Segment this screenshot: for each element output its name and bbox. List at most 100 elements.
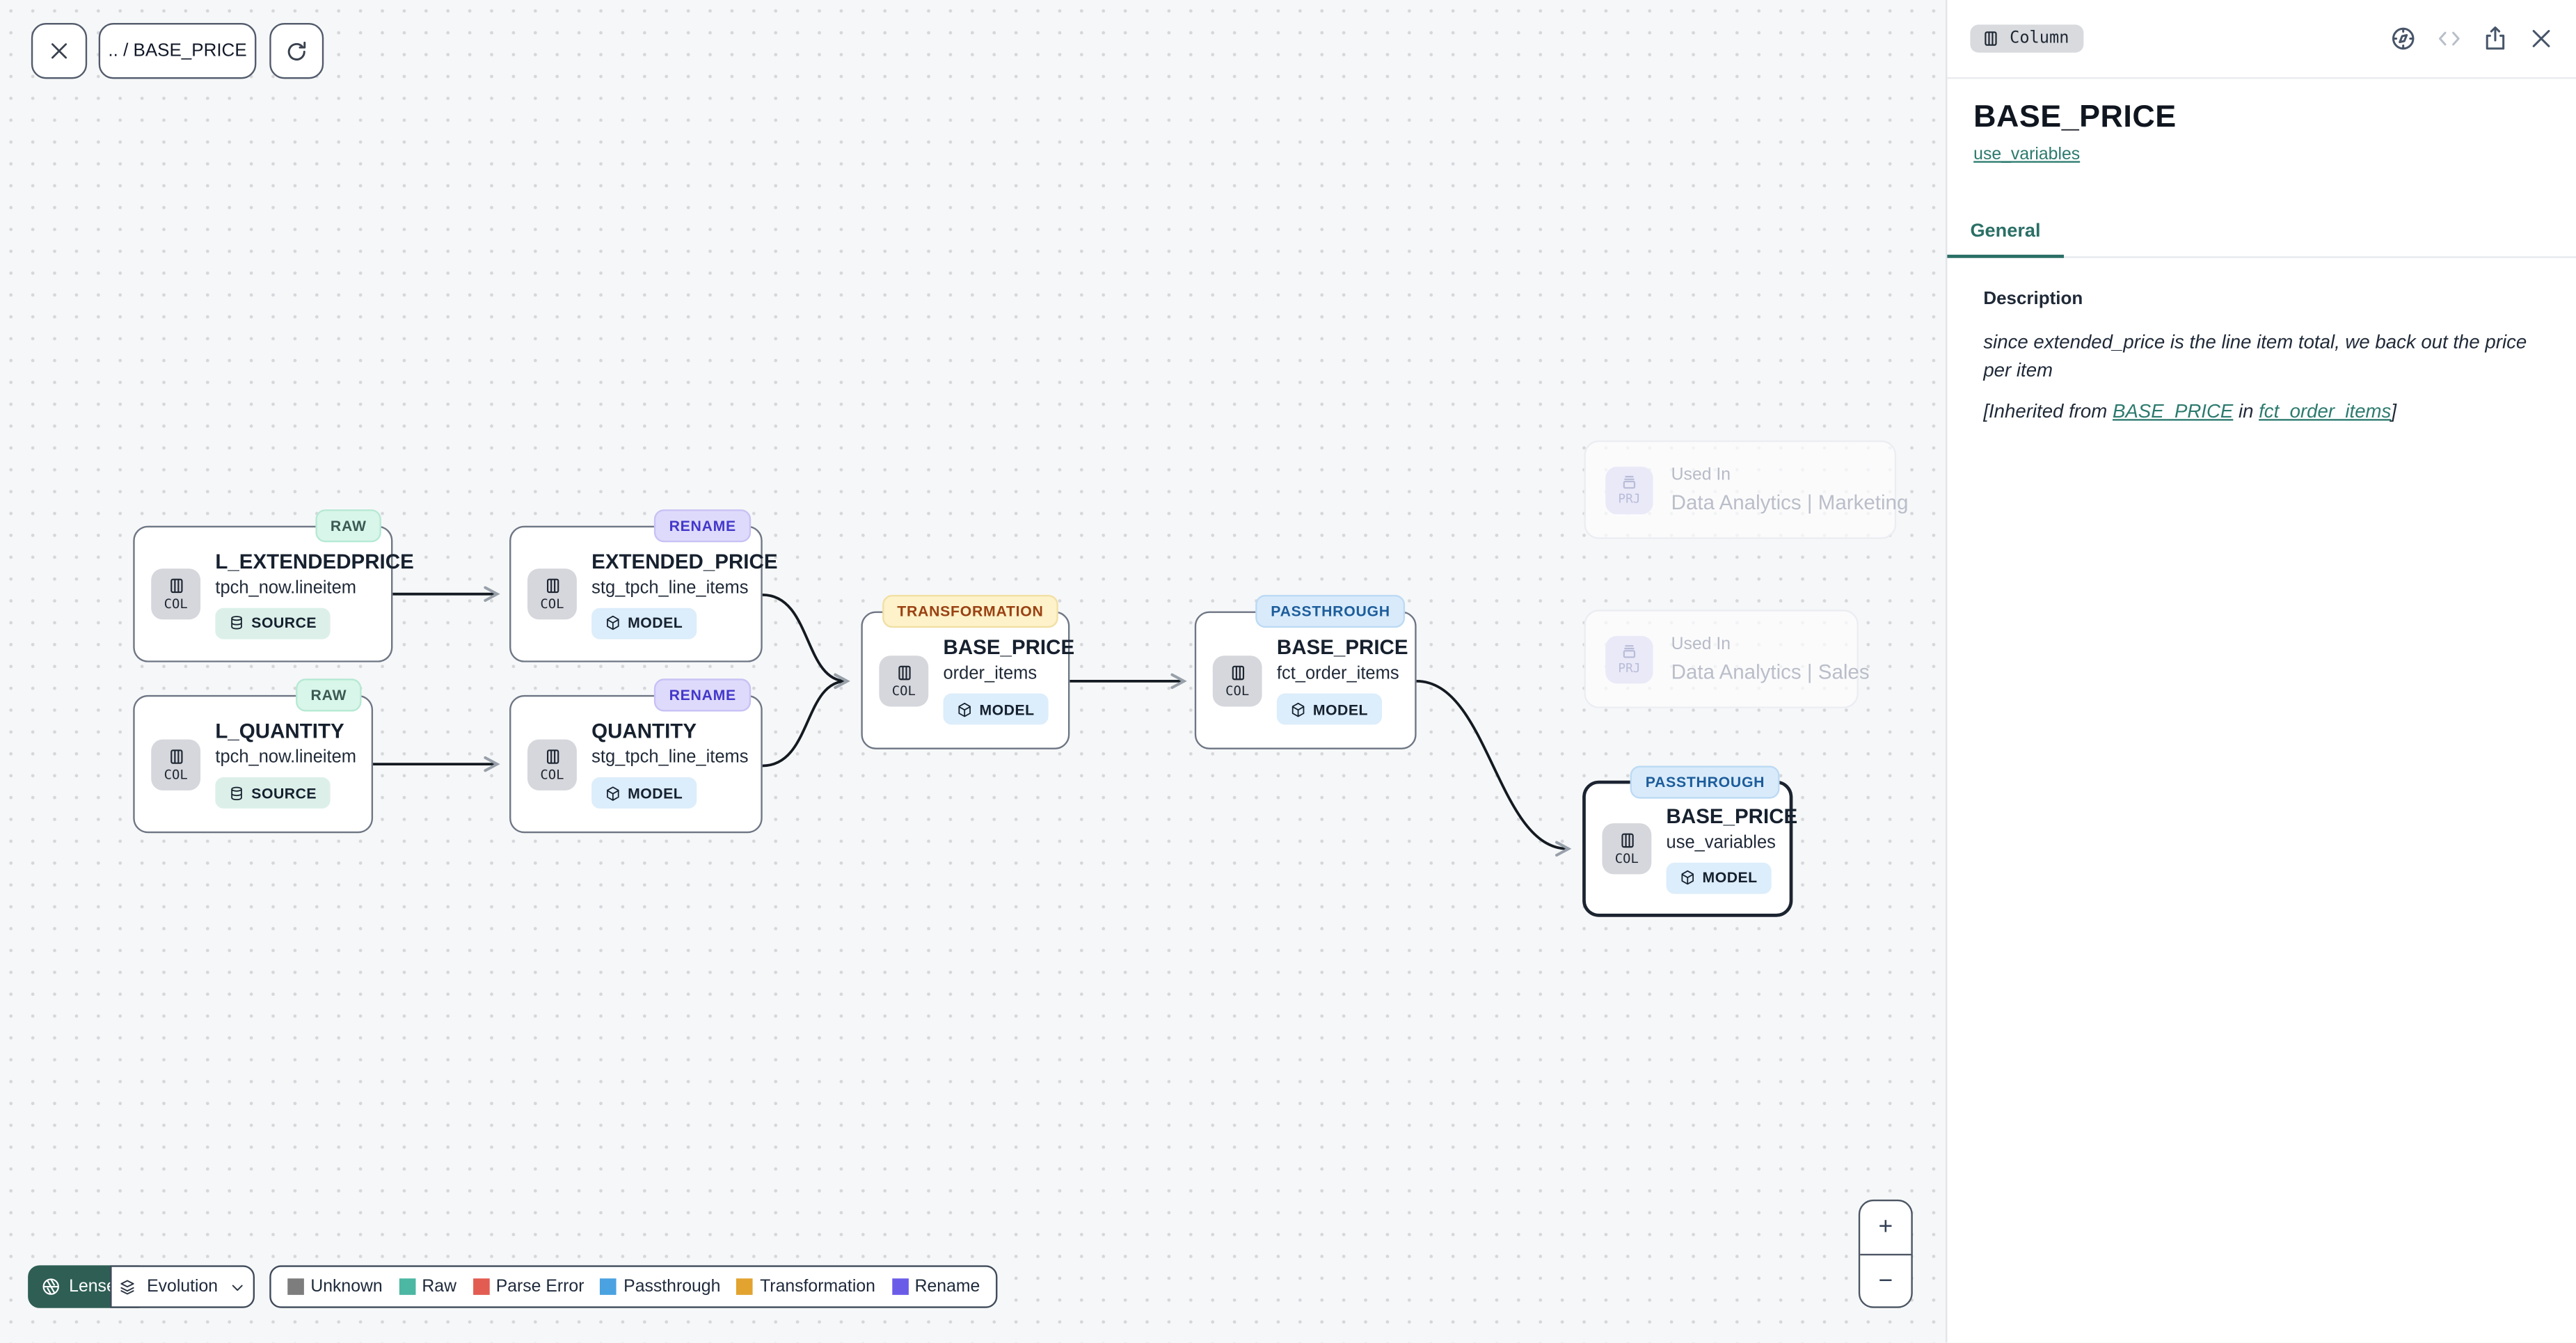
close-lineage-button[interactable] [31,23,88,79]
model-pill: MODEL [591,607,697,639]
cube-icon [1291,701,1305,717]
cube-icon [607,615,619,630]
badge-passthrough: PASSTHROUGH [1630,765,1780,799]
node-subtitle: stg_tpch_line_items [591,578,749,598]
compass-icon [2392,27,2415,50]
column-type-chip: COL [879,655,929,706]
node-subtitle: order_items [943,664,1037,684]
used-in-label: Used In [1671,633,1731,653]
legend: Unknown Raw Parse Error Passthrough Tran… [269,1265,999,1308]
lineage-node-base-price-fct-order-items[interactable]: PASSTHROUGH COL BASE_PRICE fct_order_ite… [1194,594,1417,749]
description-text: since extended_price is the line item to… [1983,332,2527,381]
node-subtitle: use_variables [1666,832,1776,852]
description-inherited: [Inherited from BASE_PRICE in fct_order_… [1983,401,2397,422]
used-in-card-marketing[interactable]: PRJ Used In Data Analytics | Marketing [1584,440,1908,539]
breadcrumb-label: .. / BASE_PRICE [108,41,247,61]
column-type-chip: COL [527,569,577,620]
node-title: BASE_PRICE [943,635,1075,659]
column-type-chip: COL [1602,823,1652,875]
close-panel-button[interactable] [2527,24,2555,52]
column-icon [546,578,559,594]
legend-swatch [737,1278,754,1295]
node-title: L_QUANTITY [215,720,344,743]
breadcrumb[interactable]: .. / BASE_PRICE [98,23,257,79]
node-title: EXTENDED_PRICE [591,549,778,573]
refresh-button[interactable] [269,23,324,79]
column-icon [898,665,910,680]
share-button[interactable] [2481,24,2509,52]
badge-raw: RAW [315,509,381,543]
inherited-column-link[interactable]: BASE_PRICE [2112,401,2234,422]
legend-swatch [399,1278,415,1295]
badge-passthrough: PASSTHROUGH [1256,594,1406,628]
aperture-icon [42,1278,59,1295]
column-icon [1231,665,1243,680]
project-icon [1623,475,1636,489]
legend-item-rename: Rename [891,1277,980,1296]
panel-tabs: General [1947,209,2576,258]
zoom-in-button[interactable]: + [1860,1201,1911,1255]
zoom-controls: + − [1858,1199,1913,1308]
panel-title: BASE_PRICE [1973,100,2177,135]
inherited-model-link[interactable]: fct_order_items [2259,401,2392,422]
legend-swatch [891,1278,909,1295]
badge-rename: RENAME [654,509,752,543]
badge-rename: RENAME [654,678,752,712]
close-icon [51,43,67,59]
column-icon [1985,31,1997,46]
database-icon [231,616,242,630]
legend-item-transformation: Transformation [737,1277,875,1296]
lineage-node-base-price-use-variables-selected[interactable]: PASSTHROUGH COL BASE_PRICE use_variables… [1582,765,1797,917]
share-icon [2486,26,2505,50]
used-in-project: Data Analytics | Sales [1671,660,1870,683]
model-pill: MODEL [943,693,1048,725]
legend-item-passthrough: Passthrough [601,1277,720,1296]
badge-raw: RAW [296,678,362,712]
lineage-node-quantity[interactable]: RENAME COL QUANTITY stg_tpch_line_items … [509,678,763,834]
entity-type-chip: Column [1970,24,2084,53]
used-in-label: Used In [1671,464,1731,484]
explore-button[interactable] [2390,24,2417,52]
model-link[interactable]: use_variables [1973,144,2081,165]
description-heading: Description [1983,289,2083,309]
code-button[interactable] [2435,24,2463,52]
badge-transformation: TRANSFORMATION [882,594,1058,628]
column-icon [1621,833,1633,848]
used-in-project: Data Analytics | Marketing [1671,490,1909,514]
node-subtitle: tpch_now.lineitem [215,578,357,598]
legend-item-unknown: Unknown [287,1277,383,1296]
lens-selected-value: Evolution [147,1276,218,1297]
lineage-node-base-price-order-items[interactable]: TRANSFORMATION COL BASE_PRICE order_item… [861,594,1074,749]
lineage-canvas[interactable]: .. / BASE_PRICE RAW COL L_EXTENDEDPRICE … [0,0,1946,1343]
cube-icon [607,786,619,800]
database-icon [231,786,242,800]
zoom-out-button[interactable]: − [1878,1266,1893,1295]
code-icon [2438,31,2460,46]
source-pill: SOURCE [215,607,330,639]
source-pill: SOURCE [215,777,330,809]
used-in-card-sales[interactable]: PRJ Used In Data Analytics | Sales [1584,610,1870,708]
lens-select-evolution[interactable]: Evolution [110,1265,255,1308]
column-type-chip: COL [527,738,577,790]
lineage-node-l-extendedprice[interactable]: RAW COL L_EXTENDEDPRICE tpch_now.lineite… [133,509,414,662]
column-type-chip: COL [151,738,201,790]
node-subtitle: fct_order_items [1276,664,1399,684]
tab-general[interactable]: General [1947,209,2064,258]
legend-swatch [472,1278,490,1295]
legend-swatch [601,1278,617,1295]
project-icon [1623,645,1636,658]
node-subtitle: stg_tpch_line_items [591,747,749,768]
node-title: BASE_PRICE [1276,635,1408,659]
column-icon [546,749,559,763]
layers-icon [121,1279,135,1294]
chevron-down-icon [231,1284,242,1290]
model-pill: MODEL [591,777,697,809]
column-icon [170,578,182,594]
cube-icon [1681,870,1694,885]
project-type-chip: PRJ [1605,466,1653,514]
lineage-node-extended-price[interactable]: RENAME COL EXTENDED_PRICE stg_tpch_line_… [509,509,778,662]
column-type-chip: COL [1212,655,1262,706]
refresh-icon [287,40,306,60]
lineage-node-l-quantity[interactable]: RAW COL L_QUANTITY tpch_now.lineitem SOU… [133,678,374,834]
